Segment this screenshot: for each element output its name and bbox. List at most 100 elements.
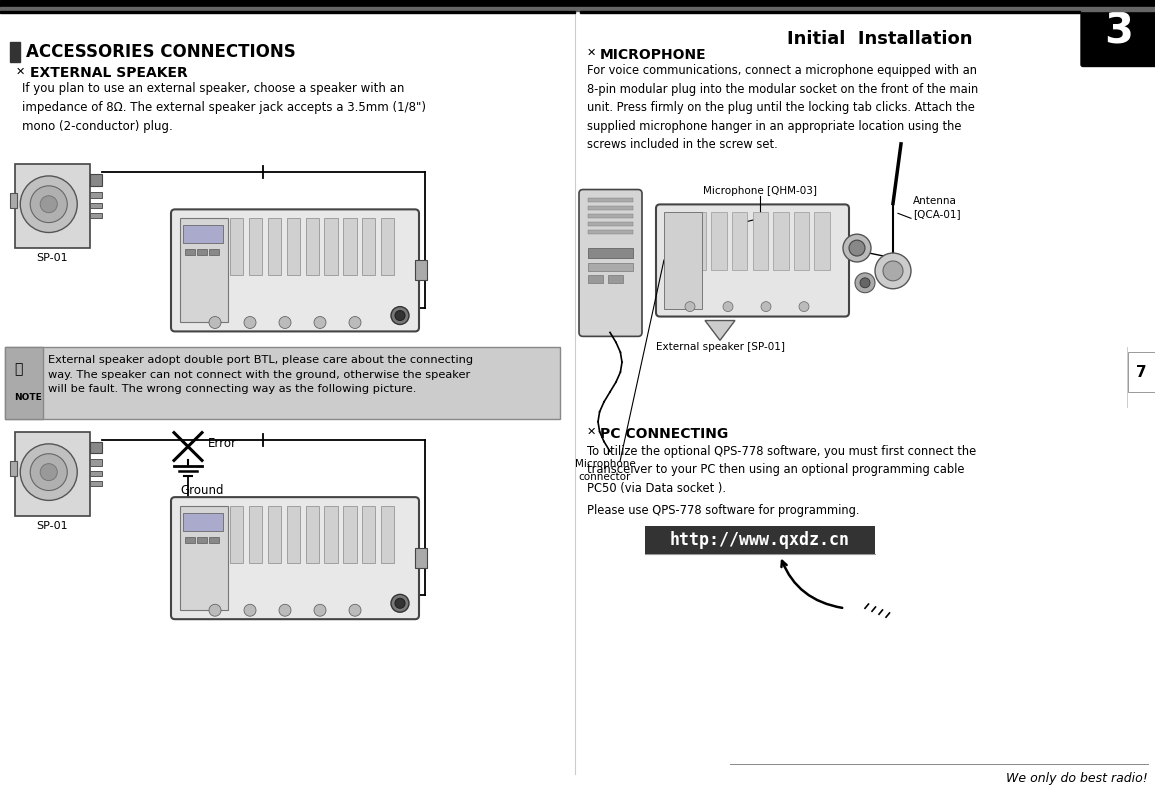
Bar [286, 218, 300, 275]
Bar [90, 442, 102, 453]
FancyBboxPatch shape [579, 190, 642, 336]
Bar [90, 213, 102, 218]
Text: Ground: Ground [180, 484, 224, 497]
Circle shape [884, 261, 903, 281]
Text: ✕: ✕ [15, 66, 24, 76]
Bar [90, 191, 102, 198]
Bar [588, 222, 633, 226]
Text: We only do best radio!: We only do best radio! [1006, 772, 1148, 785]
Circle shape [30, 186, 67, 223]
Circle shape [723, 301, 733, 312]
Bar [185, 249, 195, 255]
Text: ACCESSORIES CONNECTIONS: ACCESSORIES CONNECTIONS [27, 42, 296, 61]
Text: http://www.qxdz.cn: http://www.qxdz.cn [670, 530, 850, 549]
Circle shape [209, 316, 221, 328]
Text: Error: Error [208, 437, 237, 449]
Bar [15, 164, 90, 248]
FancyBboxPatch shape [171, 209, 419, 331]
Circle shape [30, 454, 67, 490]
Text: Initial  Installation: Initial Installation [788, 30, 973, 48]
Bar [793, 212, 810, 270]
Text: 3: 3 [1104, 11, 1133, 53]
Circle shape [685, 301, 695, 312]
FancyBboxPatch shape [171, 497, 419, 619]
Bar [182, 513, 223, 531]
Bar [814, 212, 829, 270]
Bar [248, 218, 262, 275]
FancyBboxPatch shape [1081, 0, 1155, 66]
Bar [268, 218, 281, 275]
Bar [198, 249, 207, 255]
Bar [0, 7, 1155, 11]
Text: PC CONNECTING: PC CONNECTING [599, 427, 729, 441]
Bar [180, 506, 228, 610]
Circle shape [280, 604, 291, 616]
Bar [248, 506, 262, 563]
Bar [381, 218, 394, 275]
Bar [325, 218, 337, 275]
Bar [588, 214, 633, 218]
Text: To utilize the optional QPS-778 software, you must first connect the
transceiver: To utilize the optional QPS-778 software… [587, 445, 976, 494]
Bar [182, 225, 223, 243]
Circle shape [314, 604, 326, 616]
Text: External speaker adopt double port BTL, please care about the connecting
way. Th: External speaker adopt double port BTL, … [49, 355, 474, 394]
Bar [5, 347, 43, 419]
Bar [691, 212, 706, 270]
Bar [773, 212, 789, 270]
Bar [415, 260, 427, 280]
Circle shape [349, 316, 362, 328]
Circle shape [349, 604, 362, 616]
Text: For voice communications, connect a microphone equipped with an
8-pin modular pl: For voice communications, connect a micr… [587, 65, 978, 152]
Circle shape [40, 464, 58, 481]
Circle shape [395, 311, 405, 320]
Bar [185, 537, 195, 543]
Text: External speaker [SP-01]: External speaker [SP-01] [656, 342, 784, 353]
Bar [10, 461, 17, 476]
Circle shape [843, 235, 871, 262]
Bar [268, 506, 281, 563]
Text: If you plan to use an external speaker, choose a speaker with an
impedance of 8Ω: If you plan to use an external speaker, … [22, 83, 426, 133]
Bar [90, 460, 102, 467]
Text: 7: 7 [1135, 364, 1146, 379]
Circle shape [244, 316, 256, 328]
Bar [15, 431, 90, 516]
Bar [325, 506, 337, 563]
Bar [198, 537, 207, 543]
Circle shape [875, 253, 911, 289]
Text: MICROPHONE: MICROPHONE [599, 48, 707, 61]
Bar [588, 248, 633, 258]
Text: ✕: ✕ [587, 427, 596, 437]
Circle shape [209, 604, 221, 616]
Bar [608, 275, 623, 283]
Text: SP-01: SP-01 [36, 521, 68, 531]
Bar [732, 212, 747, 270]
Bar [0, 11, 575, 13]
Text: NOTE: NOTE [14, 393, 42, 402]
Text: EXTERNAL SPEAKER: EXTERNAL SPEAKER [30, 66, 188, 80]
Text: SP-01: SP-01 [36, 253, 68, 263]
Bar [363, 218, 375, 275]
Bar [343, 506, 357, 563]
Bar [588, 231, 633, 235]
Bar [10, 42, 20, 61]
Text: Antenna
[QCA-01]: Antenna [QCA-01] [912, 197, 961, 219]
Bar [286, 506, 300, 563]
Bar [5, 347, 560, 419]
Circle shape [855, 273, 875, 293]
Circle shape [21, 176, 77, 232]
Circle shape [860, 278, 870, 288]
Bar [415, 548, 427, 567]
Text: 🔈: 🔈 [14, 362, 22, 376]
Circle shape [395, 598, 405, 608]
Bar [580, 11, 1080, 13]
Bar [753, 212, 768, 270]
Bar [306, 218, 319, 275]
Bar [306, 506, 319, 563]
Text: Please use QPS-778 software for programming.: Please use QPS-778 software for programm… [587, 504, 859, 517]
Bar [644, 526, 875, 554]
Bar [230, 506, 244, 563]
Circle shape [280, 316, 291, 328]
Bar [588, 275, 603, 283]
Text: ✕: ✕ [587, 48, 596, 57]
Text: Microphone [QHM-03]: Microphone [QHM-03] [703, 187, 817, 197]
